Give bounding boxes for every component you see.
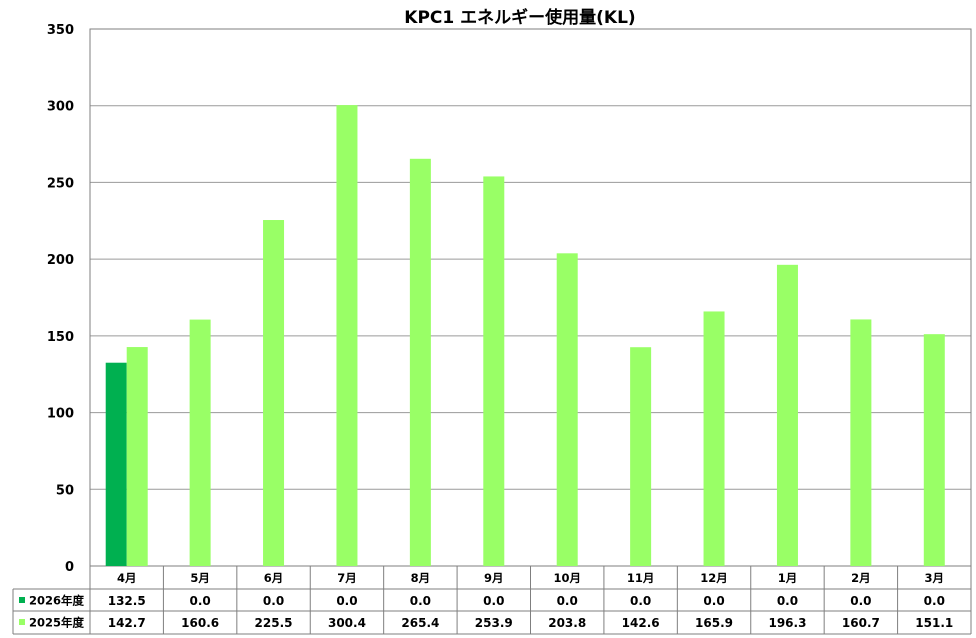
legend-label: 2025年度: [29, 616, 85, 630]
category-label: 9月: [484, 571, 504, 585]
table-value: 196.3: [768, 616, 806, 630]
table-value: 0.0: [336, 594, 357, 608]
table-value: 0.0: [189, 594, 210, 608]
table-value: 203.8: [548, 616, 586, 630]
category-label: 11月: [627, 571, 655, 585]
y-axis: 0 50 100 150 200 250 300 350: [47, 23, 74, 575]
data-table: 4月 5月 6月 7月 8月 9月 10月 11月 12月 1月 2月 3月 2026年度 132.5 0.…: [12, 566, 972, 635]
bar-2025: [703, 311, 725, 566]
category-label: 1月: [778, 571, 798, 585]
table-value: 0.0: [557, 594, 578, 608]
bar-2026: [105, 362, 127, 566]
category-label: 8月: [411, 571, 431, 585]
bars: [105, 105, 945, 567]
category-label: 6月: [264, 571, 284, 585]
y-tick-label: 50: [56, 483, 74, 498]
bar-2025: [483, 176, 505, 566]
bar-2025: [263, 220, 285, 567]
table-value: 151.1: [915, 616, 953, 630]
category-label: 12月: [700, 571, 728, 585]
table-value: 300.4: [328, 616, 366, 630]
table-value: 0.0: [703, 594, 724, 608]
table-value: 0.0: [924, 594, 945, 608]
category-label: 7月: [337, 571, 357, 585]
bar-2025: [126, 347, 148, 566]
category-label: 10月: [553, 571, 581, 585]
table-value: 0.0: [850, 594, 871, 608]
table-value: 165.9: [695, 616, 733, 630]
table-value: 0.0: [263, 594, 284, 608]
legend-swatch: [19, 597, 25, 603]
category-label: 4月: [117, 571, 137, 585]
bar-2025: [630, 347, 652, 566]
table-value: 0.0: [410, 594, 431, 608]
table-value: 0.0: [777, 594, 798, 608]
bar-2025: [556, 253, 578, 567]
table-value: 142.7: [108, 616, 146, 630]
legend-label: 2026年度: [29, 594, 85, 608]
category-label: 5月: [190, 571, 210, 585]
table-value: 253.9: [475, 616, 513, 630]
table-value: 132.5: [108, 594, 146, 608]
y-tick-label: 200: [47, 253, 74, 268]
y-tick-label: 0: [65, 560, 74, 575]
table-value: 142.6: [622, 616, 660, 630]
y-tick-label: 250: [47, 176, 74, 191]
bar-2025: [923, 334, 945, 566]
table-value: 265.4: [401, 616, 439, 630]
table-value: 0.0: [483, 594, 504, 608]
legend-swatch: [19, 619, 25, 625]
category-label: 3月: [925, 571, 945, 585]
table-value: 160.7: [842, 616, 880, 630]
y-tick-label: 100: [47, 407, 74, 422]
gridlines: [89, 28, 972, 567]
plot-area: [89, 28, 972, 567]
chart-title: KPC1 エネルギー使用量(KL): [404, 7, 635, 28]
bar-2025: [336, 105, 358, 566]
table-value: 160.6: [181, 616, 219, 630]
y-tick-label: 300: [47, 100, 74, 115]
bar-2025: [189, 319, 211, 566]
bar-2025: [850, 319, 872, 566]
bar-2025: [776, 264, 798, 566]
table-value: 0.0: [630, 594, 651, 608]
y-tick-label: 150: [47, 330, 74, 345]
category-label: 2月: [851, 571, 871, 585]
table-value: 225.5: [255, 616, 293, 630]
bar-2025: [409, 158, 431, 566]
y-tick-label: 350: [47, 23, 74, 38]
